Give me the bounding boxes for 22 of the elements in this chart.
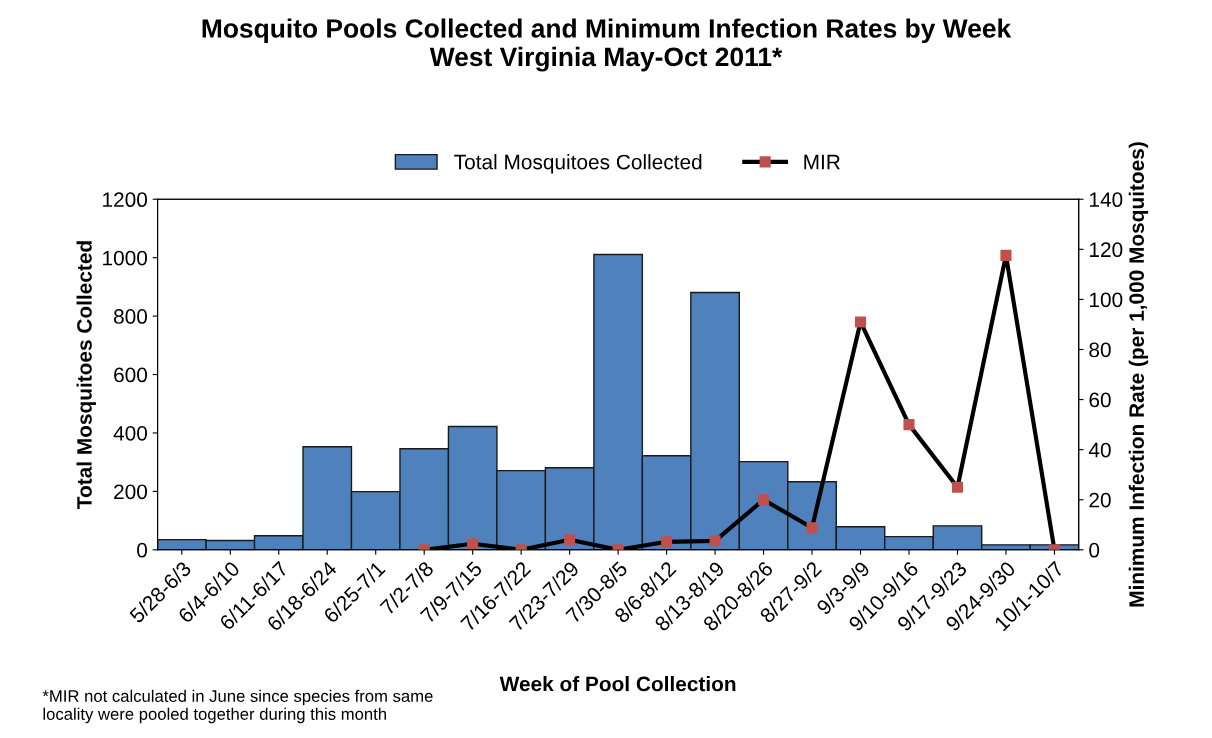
legend-label: MIR: [804, 154, 840, 170]
y-tick-label: 600: [114, 367, 148, 383]
y-tick-label: 1000: [103, 250, 148, 266]
y2-tick-label: 120: [1089, 242, 1123, 258]
y-tick-label: 400: [113, 425, 148, 441]
y2-tick-label: 80: [1089, 342, 1111, 358]
y-tick-label: 800: [113, 309, 148, 324]
y2-tick-label: 60: [1089, 392, 1111, 408]
y2-axis-title: Minimum Infection Rate (per 1,000 Mosquitoes): [1128, 142, 1149, 607]
x-axis-title: Week of Pool Collection: [499, 676, 736, 692]
y-tick-label: 200: [114, 484, 148, 500]
y-axis-title: Total Mosquitoes Collected: [76, 241, 96, 509]
y2-tick-label: 140: [1089, 192, 1123, 208]
y-tick-label: 0: [137, 542, 148, 558]
chart-title: Mosquito Pools Collected and Minimum Infection Rates by Week West Virginia May-Oct 2011*: [202, 18, 1012, 72]
y2-tick-label: 100: [1089, 292, 1123, 308]
y-tick-label: 1200: [103, 192, 148, 208]
y2-tick-label: 40: [1088, 442, 1111, 458]
legend-label: Total Mosquitoes Collected: [454, 154, 702, 174]
y2-tick-label: 20: [1089, 492, 1111, 508]
text: *MIR not calculated in June since species from same locality were pooled together during this month: [42, 689, 433, 724]
y2-tick-label: 0: [1089, 542, 1100, 558]
